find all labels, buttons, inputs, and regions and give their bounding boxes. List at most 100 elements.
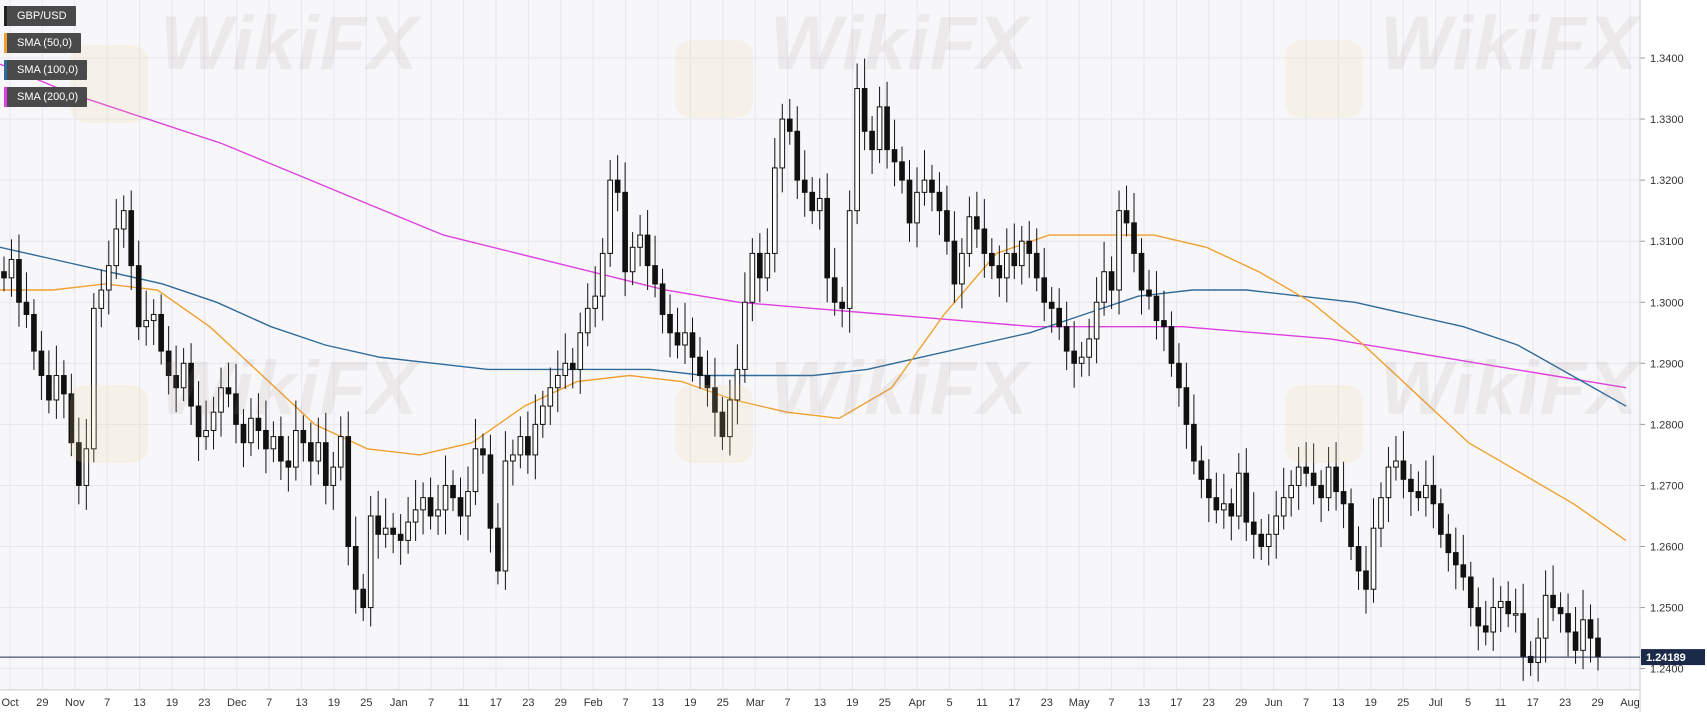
- candle-body: [83, 448, 90, 486]
- legend-swatch: [4, 87, 7, 107]
- candle-body: [1033, 252, 1040, 279]
- x-tick-label: 17: [490, 697, 502, 709]
- x-tick-label: 13: [295, 697, 307, 709]
- candle-body: [195, 405, 202, 438]
- candle-body: [906, 179, 913, 224]
- candle-body: [1063, 326, 1070, 352]
- candle-body: [360, 588, 367, 609]
- candle-body: [143, 320, 150, 328]
- candle-body: [1565, 613, 1571, 633]
- x-tick-label: 23: [522, 697, 534, 709]
- candle-body: [480, 448, 486, 456]
- candle-body: [667, 313, 673, 334]
- candle-body: [1078, 356, 1085, 364]
- candle-body: [337, 436, 344, 468]
- candle-body: [113, 228, 120, 267]
- candle-body: [944, 210, 950, 242]
- candle-body: [974, 216, 980, 230]
- candle-body: [824, 197, 831, 279]
- candle-body: [1505, 600, 1512, 615]
- candle-body: [831, 277, 838, 303]
- candle-body: [1288, 484, 1294, 499]
- x-tick-label: 19: [328, 697, 340, 709]
- candle-body: [599, 252, 606, 297]
- current-price-badge: [1641, 649, 1705, 666]
- candle-body: [704, 375, 711, 389]
- candle-body: [308, 442, 314, 462]
- legend-swatch: [4, 6, 7, 26]
- candle-body: [495, 527, 501, 572]
- y-tick-label: 1.2900: [1650, 358, 1684, 370]
- candle-body: [1348, 503, 1354, 548]
- candle-body: [951, 240, 958, 285]
- candle-body: [165, 350, 172, 377]
- candle-body: [76, 442, 82, 486]
- y-tick-label: 1.3300: [1650, 114, 1684, 126]
- x-tick-label: 13: [1332, 697, 1344, 709]
- candle-body: [1393, 460, 1399, 468]
- legend-item-sma200[interactable]: SMA (200,0): [4, 87, 88, 107]
- candle-body: [1475, 607, 1482, 627]
- legend-swatch: [4, 33, 7, 53]
- candle-body: [405, 521, 411, 541]
- x-tick-label: 17: [1527, 697, 1539, 709]
- candle-body: [450, 484, 456, 499]
- candle-body: [764, 252, 771, 279]
- candle-body: [322, 442, 329, 486]
- candle-body: [1273, 515, 1280, 535]
- candle-body: [1011, 252, 1018, 267]
- candle-body: [554, 375, 561, 389]
- y-tick-label: 1.3400: [1650, 53, 1684, 65]
- candle-body: [1228, 503, 1235, 517]
- candle-body: [315, 442, 322, 462]
- candle-body: [607, 179, 613, 254]
- legend-swatch: [4, 60, 7, 80]
- candle-body: [435, 509, 441, 517]
- candle-body: [150, 313, 157, 322]
- candle-body: [135, 265, 142, 328]
- candle-body: [719, 411, 726, 438]
- candle-body: [629, 246, 636, 273]
- current-price-label: 1.24189: [1646, 652, 1686, 664]
- legend-item-sma50[interactable]: SMA (50,0): [4, 33, 82, 53]
- candle-body: [1385, 466, 1392, 499]
- candle-body: [1408, 478, 1414, 493]
- x-tick-label: Jul: [1429, 697, 1443, 709]
- candle-body: [674, 332, 681, 346]
- legend-item-sma100[interactable]: SMA (100,0): [4, 60, 88, 80]
- candle-body: [1101, 271, 1107, 303]
- candle-body: [584, 307, 591, 334]
- x-tick-label: Oct: [1, 697, 18, 709]
- candle-body: [105, 265, 112, 291]
- candle-body: [465, 491, 471, 517]
- candle-body: [397, 533, 404, 541]
- sma200-line: [0, 63, 1627, 389]
- candle-body: [1258, 533, 1265, 548]
- y-tick-label: 1.2400: [1650, 664, 1684, 676]
- candle-body: [1340, 491, 1347, 505]
- x-tick-label: 23: [1041, 697, 1053, 709]
- legend-item-gbpusd[interactable]: GBP/USD: [4, 6, 76, 26]
- candle-body: [188, 362, 194, 407]
- legend-label: SMA (200,0): [17, 91, 79, 103]
- candle-body: [1183, 387, 1190, 425]
- candle-body: [1221, 503, 1227, 511]
- x-tick-label: 7: [623, 697, 629, 709]
- candle-body: [1018, 240, 1025, 267]
- candle-body: [1153, 295, 1160, 322]
- candle-body: [31, 313, 37, 352]
- x-tick-label: 13: [1138, 697, 1150, 709]
- candle-body: [382, 527, 389, 535]
- candle-body: [1198, 460, 1205, 480]
- candle-body: [98, 289, 105, 309]
- candle-body: [233, 393, 239, 425]
- candle-body: [278, 436, 284, 462]
- candle-body: [225, 387, 232, 395]
- x-tick-label: 5: [1465, 697, 1471, 709]
- candle-body: [1482, 625, 1489, 633]
- legend-label: GBP/USD: [17, 10, 67, 22]
- candle-body: [1, 271, 7, 279]
- candle-body: [569, 362, 576, 370]
- candle-body: [1467, 576, 1474, 609]
- y-tick-label: 1.3000: [1650, 297, 1684, 309]
